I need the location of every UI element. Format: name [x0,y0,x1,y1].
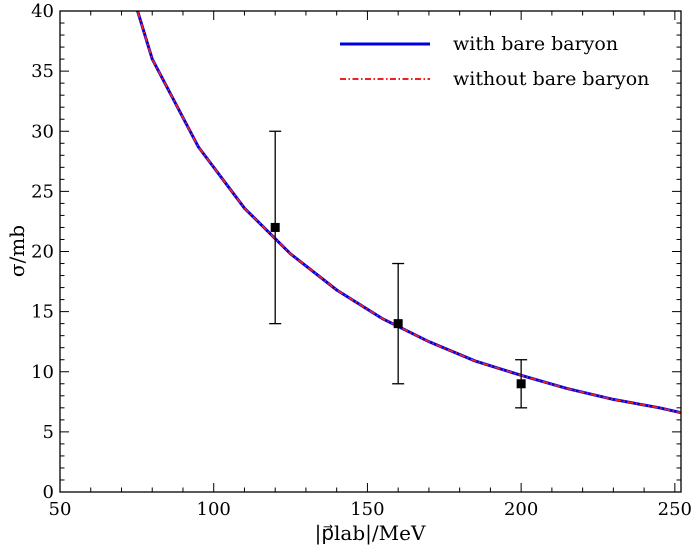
data-points-layer [269,130,528,409]
x-tick-label: 100 [197,499,231,520]
plot-frame [59,10,682,493]
x-tick-label: 150 [350,499,384,520]
y-tick-label: 40 [31,1,54,22]
data-point-marker [270,222,280,232]
legend: with bare baryon without bare baryon [340,33,649,90]
y-tick-label: 20 [31,242,54,263]
series-without-bare-baryon [136,11,681,414]
legend-label: without bare baryon [453,68,649,90]
y-tick-label: 10 [31,362,54,383]
y-tick-label: 30 [31,121,54,142]
data-point-marker [516,379,526,389]
y-tick-label: 5 [43,422,54,443]
y-tick-label: 35 [31,61,54,82]
y-tick-label: 0 [43,482,54,503]
curves-layer [136,11,681,415]
y-axis-label: σ/mb [5,225,29,277]
tick-labels-layer: 50 100 150 200 250 0 5 10 15 20 25 30 35 40 [31,1,692,520]
x-tick-label: 50 [49,499,72,520]
x-axis-label: |p⃗lab|/MeV [315,521,426,546]
x-tick-label: 200 [504,499,538,520]
series-with-bare-baryon [136,11,681,415]
legend-label: with bare baryon [453,33,618,55]
y-tick-label: 15 [31,302,54,323]
y-tick-label: 25 [31,181,54,202]
data-point-marker [393,319,403,329]
x-tick-label: 250 [658,499,692,520]
